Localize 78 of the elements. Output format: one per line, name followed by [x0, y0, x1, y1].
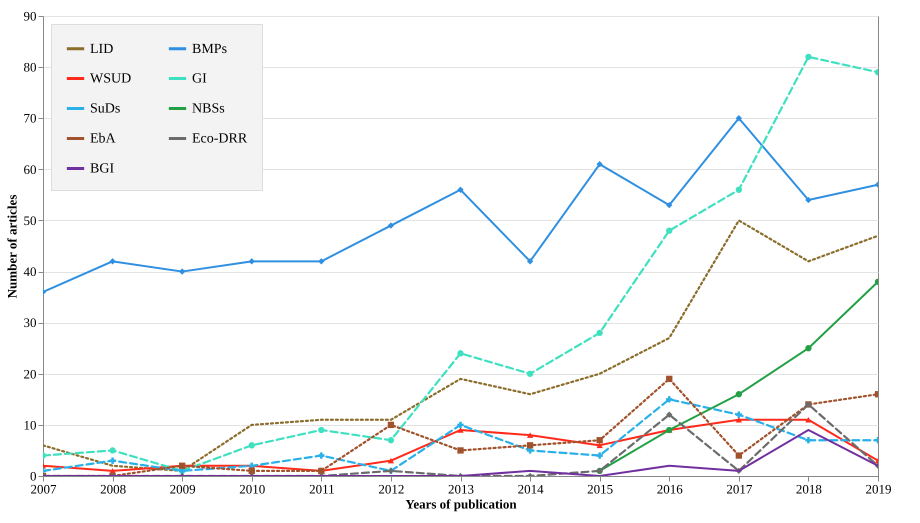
x-axis-title: Years of publication	[405, 496, 518, 512]
x-tick-label: 2010	[239, 482, 266, 496]
x-tick-label: 2013	[448, 482, 474, 496]
y-tick-label: 90	[24, 8, 36, 24]
point	[596, 442, 603, 448]
legend-label: LID	[90, 42, 114, 57]
y-tick-label: 80	[24, 60, 36, 75]
point	[666, 376, 672, 382]
legend-label: BMPs	[192, 42, 228, 57]
point	[388, 222, 394, 229]
point	[318, 426, 324, 434]
point	[666, 202, 672, 208]
x-tick-label: 2019	[866, 482, 892, 496]
point	[179, 268, 186, 275]
point	[736, 391, 742, 398]
y-tick-label: 60	[24, 162, 36, 177]
point	[457, 350, 464, 356]
point	[596, 330, 603, 336]
point	[526, 432, 534, 438]
x-tick-label: 2017	[726, 482, 753, 496]
y-tick-label: 30	[24, 315, 36, 330]
y-tick-label: 70	[24, 110, 36, 126]
x-tick-label: 2011	[309, 482, 335, 496]
point	[248, 442, 255, 448]
legend-label: NBSs	[192, 102, 225, 116]
y-tick-label: 0	[30, 468, 36, 484]
point	[805, 54, 812, 60]
point	[457, 427, 464, 433]
point	[248, 468, 255, 474]
point	[805, 417, 812, 423]
point	[388, 437, 394, 444]
y-tick-label: 50	[24, 212, 36, 228]
x-tick-label: 2009	[170, 482, 196, 496]
point	[596, 161, 603, 168]
point	[388, 458, 394, 464]
legend-label: BGI	[90, 162, 114, 176]
point	[596, 452, 603, 459]
point	[736, 412, 742, 418]
point	[457, 186, 464, 193]
x-tick-label: 2015	[587, 482, 614, 496]
y-tick-label: 10	[24, 417, 36, 432]
point	[736, 186, 742, 193]
point	[526, 258, 534, 264]
x-tick-label: 2008	[100, 482, 126, 496]
point	[736, 417, 742, 423]
point	[109, 458, 116, 464]
point	[526, 442, 534, 448]
legend-label: Eco-DRR	[192, 132, 248, 146]
x-tick-label: 2012	[378, 482, 404, 496]
point	[666, 228, 672, 234]
y-tick-label: 20	[24, 366, 36, 382]
point	[457, 422, 464, 428]
x-tick-label: 2018	[796, 482, 822, 496]
legend-label: SuDs	[90, 102, 120, 116]
point	[596, 437, 603, 444]
x-tick-label: 2016	[656, 482, 684, 496]
line-series	[43, 417, 878, 474]
y-axis-title: Number of articles	[4, 194, 20, 298]
point	[109, 258, 116, 264]
point	[805, 437, 812, 444]
point	[109, 447, 116, 454]
legend-label: GI	[192, 72, 208, 86]
point	[805, 196, 812, 204]
point	[457, 447, 464, 454]
point	[736, 452, 742, 459]
x-tick-label: 2014	[518, 482, 544, 496]
legend-label: EbA	[90, 132, 117, 146]
point	[666, 412, 672, 418]
legend-label: WSUD	[90, 72, 132, 86]
point	[666, 396, 672, 402]
point	[526, 370, 534, 377]
point	[388, 422, 394, 428]
point	[736, 115, 742, 122]
point	[805, 345, 812, 352]
point	[318, 452, 324, 459]
y-tick-label: 40	[24, 264, 36, 280]
x-tick-label: 2007	[30, 482, 57, 496]
point	[248, 258, 255, 264]
